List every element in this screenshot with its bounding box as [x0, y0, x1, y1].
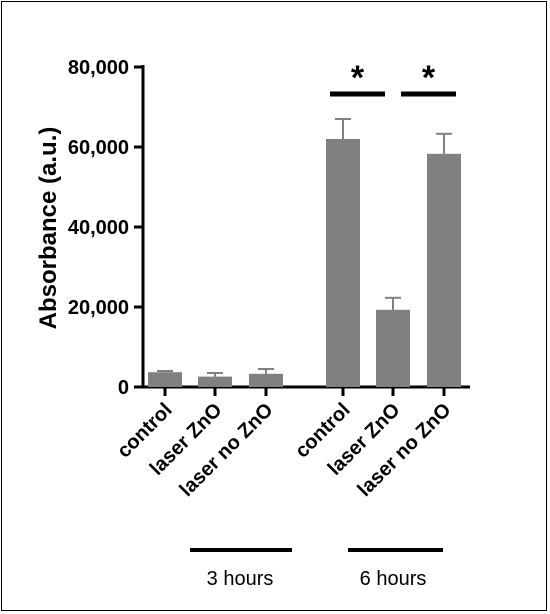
bar	[326, 139, 360, 387]
bars	[148, 139, 461, 387]
error-bars	[157, 118, 452, 377]
bar	[198, 376, 232, 387]
group-label: 3 hours	[207, 568, 274, 590]
group-label: 6 hours	[360, 568, 427, 590]
significance-label: *	[351, 59, 365, 97]
significance-markers: * *	[330, 59, 456, 97]
axes: 0 20,000 40,000 60,000 80,000	[68, 57, 470, 399]
y-tick-label: 40,000	[68, 217, 129, 239]
y-tick-label: 20,000	[68, 297, 129, 319]
bar	[148, 372, 182, 387]
y-axis-label: Absorbance (a.u.)	[35, 127, 62, 330]
y-tick-label: 60,000	[68, 137, 129, 159]
group-labels: 3 hours 6 hours	[190, 548, 443, 590]
y-tick-label: 80,000	[68, 57, 129, 79]
bar	[249, 373, 283, 387]
bar	[376, 309, 410, 387]
bar	[427, 153, 461, 387]
significance-label: *	[422, 59, 436, 97]
y-tick-label: 0	[118, 377, 129, 399]
